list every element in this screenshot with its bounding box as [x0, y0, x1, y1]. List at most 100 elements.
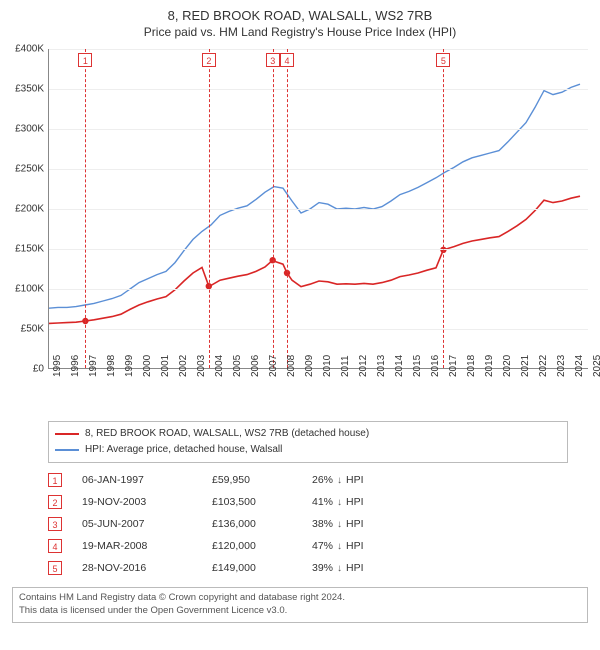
sale-number-box: 1 [48, 473, 62, 487]
series-property [49, 196, 580, 323]
x-axis-label: 2022 [538, 355, 549, 377]
series-hpi [49, 84, 580, 308]
sale-price: £59,950 [212, 474, 292, 486]
legend-swatch [55, 433, 79, 435]
sale-price: £149,000 [212, 562, 292, 574]
gridline [49, 89, 588, 90]
sale-row: 419-MAR-2008£120,00047%↓HPI [48, 535, 568, 557]
x-axis-label: 2025 [592, 355, 600, 377]
gridline [49, 249, 588, 250]
y-axis-label: £100K [15, 284, 44, 295]
sale-row: 1 06-JAN-1997 £59,950 26% ↓ HPI [48, 469, 568, 491]
sale-marker-line [85, 49, 86, 368]
x-axis-label: 2011 [340, 355, 351, 377]
arrow-down-icon: ↓ [337, 497, 342, 508]
arrow-down-icon: ↓ [337, 519, 342, 530]
sale-pct-value: 47% [312, 540, 333, 552]
sale-date: 05-JUN-2007 [82, 518, 192, 530]
legend-item: 8, RED BROOK ROAD, WALSALL, WS2 7RB (det… [55, 426, 561, 442]
sale-pct: 39% ↓ HPI [312, 562, 422, 574]
legend-item: HPI: Average price, detached house, Wals… [55, 442, 561, 458]
sale-pct-value: 41% [312, 496, 333, 508]
sale-pct-suffix: HPI [346, 562, 364, 574]
x-axis-label: 1995 [52, 355, 63, 377]
gridline [49, 289, 588, 290]
x-axis-label: 2003 [196, 355, 207, 377]
x-axis-label: 2002 [178, 355, 189, 377]
plot-area: 1 2 34 5 [48, 49, 588, 369]
sale-number-box: 3 [48, 517, 62, 531]
x-axis-label: 2014 [394, 355, 405, 377]
x-axis-label: 1996 [70, 355, 81, 377]
x-axis-label: 2023 [556, 355, 567, 377]
gridline [49, 329, 588, 330]
sale-pct-value: 38% [312, 518, 333, 530]
sale-pct-suffix: HPI [346, 496, 364, 508]
y-axis-label: £150K [15, 244, 44, 255]
sale-pct-value: 39% [312, 562, 333, 574]
chart-area: 12345 £0£50K£100K£150K£200K£250K£300K£35… [6, 45, 594, 415]
arrow-down-icon: ↓ [337, 541, 342, 552]
legend-label: HPI: Average price, detached house, Wals… [85, 442, 282, 458]
chart-title: 8, RED BROOK ROAD, WALSALL, WS2 7RB [6, 8, 594, 23]
sale-number-box: 4 [48, 539, 62, 553]
y-axis-label: £400K [15, 44, 44, 55]
x-axis-label: 2009 [304, 355, 315, 377]
x-axis-label: 2006 [250, 355, 261, 377]
sale-marker-box: 3 [266, 53, 280, 67]
x-axis-label: 2004 [214, 355, 225, 377]
sale-marker-box: 1 [78, 53, 92, 67]
arrow-down-icon: ↓ [337, 563, 342, 574]
x-axis-label: 1997 [88, 355, 99, 377]
gridline [49, 49, 588, 50]
sale-row: 528-NOV-2016£149,00039%↓HPI [48, 557, 568, 579]
sale-pct-suffix: HPI [346, 518, 364, 530]
x-axis-label: 2013 [376, 355, 387, 377]
sale-pct-value: 26% [312, 474, 333, 486]
sale-date: 28-NOV-2016 [82, 562, 192, 574]
x-axis-label: 2019 [484, 355, 495, 377]
y-axis-label: £50K [21, 324, 44, 335]
sale-pct: 26% ↓ HPI [312, 474, 422, 486]
sale-marker-line [273, 49, 274, 368]
x-axis-label: 2024 [574, 355, 585, 377]
sale-pct: 47%↓HPI [312, 540, 422, 552]
sale-pct-suffix: HPI [346, 474, 364, 486]
sale-marker-box: 5 [436, 53, 450, 67]
sale-date: 19-NOV-2003 [82, 496, 192, 508]
sale-marker-line [287, 49, 288, 368]
chart-subtitle: Price paid vs. HM Land Registry's House … [6, 25, 594, 39]
legend-swatch [55, 449, 79, 451]
sale-date: 06-JAN-1997 [82, 474, 192, 486]
legend-label: 8, RED BROOK ROAD, WALSALL, WS2 7RB (det… [85, 426, 369, 442]
y-axis-label: £350K [15, 84, 44, 95]
sale-price: £103,500 [212, 496, 292, 508]
x-axis-label: 2015 [412, 355, 423, 377]
x-axis-label: 2018 [466, 355, 477, 377]
gridline [49, 169, 588, 170]
x-axis-label: 2017 [448, 355, 459, 377]
gridline [49, 129, 588, 130]
x-axis-label: 2008 [286, 355, 297, 377]
footer-attribution: Contains HM Land Registry data © Crown c… [12, 587, 588, 623]
y-axis-label: £300K [15, 124, 44, 135]
sale-date: 19-MAR-2008 [82, 540, 192, 552]
arrow-down-icon: ↓ [337, 475, 342, 486]
x-axis-label: 1998 [106, 355, 117, 377]
sale-marker-line [443, 49, 444, 368]
sales-table: 1 06-JAN-1997 £59,950 26% ↓ HPI 2 19-NOV-2003 £1… [48, 469, 568, 579]
sale-marker-box: 4 [280, 53, 294, 67]
y-axis-label: £0 [33, 364, 44, 375]
x-axis-label: 2016 [430, 355, 441, 377]
sale-price: £120,000 [212, 540, 292, 552]
sale-marker-line [209, 49, 210, 368]
x-axis-label: 2010 [322, 355, 333, 377]
x-axis-label: 2007 [268, 355, 279, 377]
x-axis-label: 2001 [160, 355, 171, 377]
legend: 8, RED BROOK ROAD, WALSALL, WS2 7RB (det… [48, 421, 568, 463]
x-axis-label: 2021 [520, 355, 531, 377]
sale-number-box: 2 [48, 495, 62, 509]
footer-line1: Contains HM Land Registry data © Crown c… [19, 592, 581, 605]
y-axis-label: £250K [15, 164, 44, 175]
sale-marker-box: 2 [202, 53, 216, 67]
